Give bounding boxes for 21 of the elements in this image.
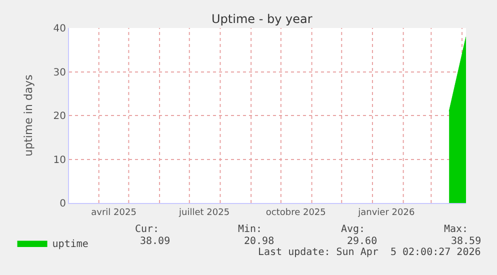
text: 38.09 bbox=[140, 236, 170, 247]
text: 38.59 bbox=[451, 236, 482, 247]
y-tick-label: 30 bbox=[53, 67, 66, 78]
x-tick-label: juillet 2025 bbox=[178, 208, 230, 218]
chart-title: Uptime - by year bbox=[212, 12, 312, 26]
text: Cur: bbox=[135, 224, 160, 235]
text: Max: bbox=[444, 224, 468, 235]
text: Last update: Sun Apr 5 02:00:27 2026 bbox=[258, 247, 481, 258]
text: Avg: bbox=[341, 224, 366, 235]
legend-label: uptime bbox=[52, 238, 88, 250]
y-tick-label: 40 bbox=[53, 24, 66, 34]
y-tick-label: 0 bbox=[60, 198, 66, 210]
y-tick-label: 20 bbox=[53, 111, 66, 122]
x-tick-label: octobre 2025 bbox=[266, 208, 326, 218]
x-tick-label: avril 2025 bbox=[91, 208, 136, 218]
text: 29.60 bbox=[347, 236, 378, 247]
y-axis-title: uptime in days bbox=[22, 74, 35, 156]
text: 20.98 bbox=[244, 236, 274, 247]
y-tick-label: 10 bbox=[53, 154, 66, 166]
x-tick-label: janvier 2026 bbox=[357, 208, 415, 218]
text: Min: bbox=[238, 224, 262, 235]
